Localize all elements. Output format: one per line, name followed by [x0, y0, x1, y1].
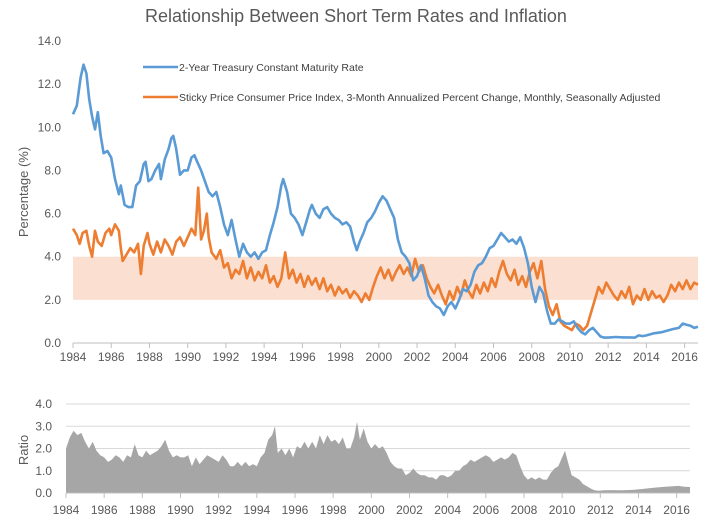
legend: 2-Year Treasury Constant Maturity Rate St…: [143, 62, 660, 104]
main-x-tick-label: 2010: [557, 350, 584, 364]
chart-title: Relationship Between Short Term Rates an…: [145, 6, 567, 26]
main-x-tick-label: 1996: [289, 350, 316, 364]
main-x-tick-label: 2006: [480, 350, 507, 364]
series-line-1: [71, 186, 699, 332]
main-x-tick-label: 2008: [518, 350, 545, 364]
main-x-tick-label: 1984: [60, 350, 87, 364]
main-y-tick-label: 4.0: [44, 250, 61, 264]
main-y-tick-label: 8.0: [44, 163, 61, 177]
ratio-x-tick-label: 2006: [472, 503, 499, 517]
main-x-tick-label: 1988: [136, 350, 163, 364]
main-y-tick-label: 14.0: [38, 34, 62, 48]
main-x-tick-label: 2000: [365, 350, 392, 364]
main-x-tick-label: 1990: [174, 350, 201, 364]
ratio-x-tick-label: 2012: [587, 503, 614, 517]
ratio-ylabel: Ratio: [16, 435, 31, 465]
series-line-0: [71, 63, 699, 339]
ratio-x-tick-label: 2004: [434, 503, 461, 517]
main-x-tick-label: 2002: [404, 350, 431, 364]
main-axes: 0.0 2.0 4.0 6.0 8.0 10.0 12.0 14.0 1984 1986 1988 1…: [38, 34, 699, 364]
ratio-y-tick-label: 0.0: [35, 486, 52, 500]
main-x-tick-label: 1998: [327, 350, 354, 364]
main-x-tick-label: 1992: [213, 350, 240, 364]
ratio-y-tick-label: 2.0: [35, 442, 52, 456]
ratio-y-tick-label: 4.0: [35, 397, 52, 411]
main-x-tick-label: 2004: [442, 350, 469, 364]
main-ylabel: Percentage (%): [16, 147, 31, 237]
ratio-x-tick-label: 1988: [129, 503, 156, 517]
ratio-x-tick-label: 1994: [243, 503, 270, 517]
ratio-x-tick-label: 1996: [282, 503, 309, 517]
ratio-x-tick-label: 1998: [320, 503, 347, 517]
main-y-tick-label: 12.0: [38, 77, 62, 91]
ratio-series-group: [66, 421, 690, 493]
ratio-axes: 0.0 1.0 2.0 3.0 4.0 1984 1986 1988 1990 1992 1994 1…: [35, 397, 690, 517]
ratio-x-tick-label: 2002: [396, 503, 423, 517]
ratio-y-tick-label: 1.0: [35, 464, 52, 478]
ratio-x-tick-label: 1986: [91, 503, 118, 517]
ratio-x-tick-label: 1984: [53, 503, 80, 517]
legend-label-1: Sticky Price Consumer Price Index, 3-Mon…: [179, 92, 660, 104]
main-y-tick-label: 6.0: [44, 207, 61, 221]
ratio-y-tick-label: 3.0: [35, 419, 52, 433]
legend-label-0: 2-Year Treasury Constant Maturity Rate: [179, 62, 364, 74]
ratio-x-tick-label: 2000: [358, 503, 385, 517]
main-y-tick-label: 0.0: [44, 336, 61, 350]
ratio-x-tick-label: 2014: [625, 503, 652, 517]
ratio-x-tick-label: 1990: [167, 503, 194, 517]
main-y-tick-label: 10.0: [38, 120, 62, 134]
main-x-tick-label: 1994: [251, 350, 278, 364]
main-x-tick-label: 2014: [633, 350, 660, 364]
ratio-x-tick-label: 1992: [205, 503, 232, 517]
main-x-tick-label: 2012: [595, 350, 622, 364]
ratio-x-tick-label: 2008: [511, 503, 538, 517]
ratio-x-tick-label: 2016: [663, 503, 690, 517]
main-y-tick-label: 2.0: [44, 293, 61, 307]
main-series-group: [71, 63, 699, 339]
main-x-tick-label: 1986: [98, 350, 125, 364]
ratio-area-0: [66, 421, 690, 493]
main-x-tick-label: 2016: [671, 350, 698, 364]
ratio-x-tick-label: 2010: [549, 503, 576, 517]
